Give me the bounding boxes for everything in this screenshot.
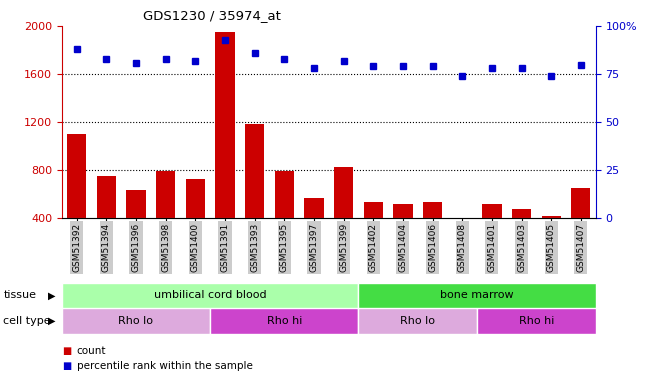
Bar bbox=[62, 308, 210, 334]
Text: Rho lo: Rho lo bbox=[118, 316, 154, 326]
Bar bbox=[210, 308, 359, 334]
Bar bbox=[571, 188, 590, 266]
Bar bbox=[67, 134, 87, 266]
Text: GDS1230 / 35974_at: GDS1230 / 35974_at bbox=[143, 9, 281, 22]
Bar bbox=[62, 283, 359, 308]
Bar bbox=[359, 283, 596, 308]
Bar bbox=[359, 308, 477, 334]
Text: cell type: cell type bbox=[3, 316, 51, 326]
Bar bbox=[304, 198, 324, 266]
Bar bbox=[156, 171, 175, 266]
Text: tissue: tissue bbox=[3, 291, 36, 300]
Text: ■: ■ bbox=[62, 361, 71, 370]
Bar bbox=[364, 202, 383, 266]
Bar bbox=[452, 220, 472, 266]
Text: Rho lo: Rho lo bbox=[400, 316, 436, 326]
Bar bbox=[423, 202, 442, 266]
Text: ▶: ▶ bbox=[48, 316, 55, 326]
Text: Rho hi: Rho hi bbox=[519, 316, 554, 326]
Text: umbilical cord blood: umbilical cord blood bbox=[154, 291, 266, 300]
Bar bbox=[275, 171, 294, 266]
Bar bbox=[393, 204, 413, 266]
Bar bbox=[97, 176, 116, 266]
Text: Rho hi: Rho hi bbox=[266, 316, 302, 326]
Text: bone marrow: bone marrow bbox=[440, 291, 514, 300]
Bar bbox=[512, 209, 531, 266]
Bar bbox=[245, 124, 264, 266]
Text: ▶: ▶ bbox=[48, 291, 55, 300]
Text: ■: ■ bbox=[62, 346, 71, 355]
Bar bbox=[186, 179, 205, 266]
Bar bbox=[482, 204, 501, 266]
Text: count: count bbox=[77, 346, 106, 355]
Bar bbox=[215, 32, 234, 266]
Bar bbox=[334, 167, 353, 266]
Bar bbox=[542, 216, 561, 266]
Bar bbox=[477, 308, 596, 334]
Text: percentile rank within the sample: percentile rank within the sample bbox=[77, 361, 253, 370]
Bar bbox=[126, 190, 146, 266]
